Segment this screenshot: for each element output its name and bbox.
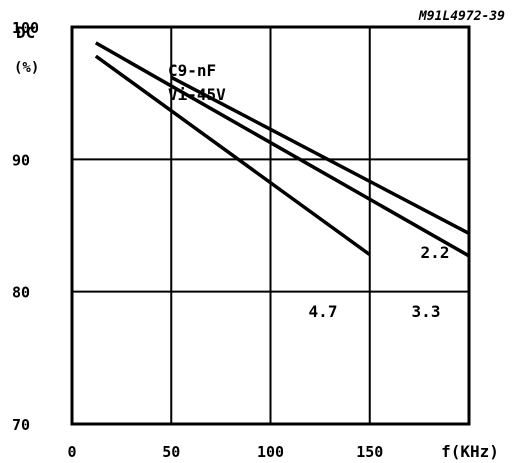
- y-tick-label: 70: [12, 416, 30, 434]
- grid: [72, 26, 469, 424]
- x-tick-label: 0: [67, 443, 76, 461]
- series-line-4-7: [94, 54, 371, 257]
- y-tick-label: 100: [12, 19, 39, 37]
- x-tick-labels: 0 50 100 150: [67, 443, 383, 461]
- x-axis-title: f(KHz): [441, 442, 499, 461]
- annotation-box: C9-nF Vi-45V: [168, 61, 226, 104]
- figure-code: M91L4972-39: [418, 9, 505, 24]
- series-label-4-7: 4.7: [309, 302, 338, 321]
- series-line-2-2: [170, 75, 470, 235]
- series-label-3-3: 3.3: [412, 302, 441, 321]
- series-label-2-2: 2.2: [421, 243, 450, 262]
- y-axis-title: DC: [16, 23, 35, 42]
- plot-frame: [70, 25, 471, 426]
- x-tick-label: 100: [257, 443, 284, 461]
- x-tick-label: 150: [356, 443, 383, 461]
- y-axis-unit: (%): [14, 60, 39, 76]
- x-tick-label: 50: [162, 443, 180, 461]
- series-lines: [94, 41, 470, 258]
- annotation-capacitance: C9-nF: [168, 61, 216, 80]
- y-tick-label: 90: [12, 151, 30, 169]
- y-tick-label: 80: [12, 284, 30, 302]
- series-labels: 2.2 3.3 4.7: [309, 243, 450, 321]
- y-tick-labels: 100 90 80 70: [12, 19, 39, 434]
- series-line-3-3: [94, 41, 470, 258]
